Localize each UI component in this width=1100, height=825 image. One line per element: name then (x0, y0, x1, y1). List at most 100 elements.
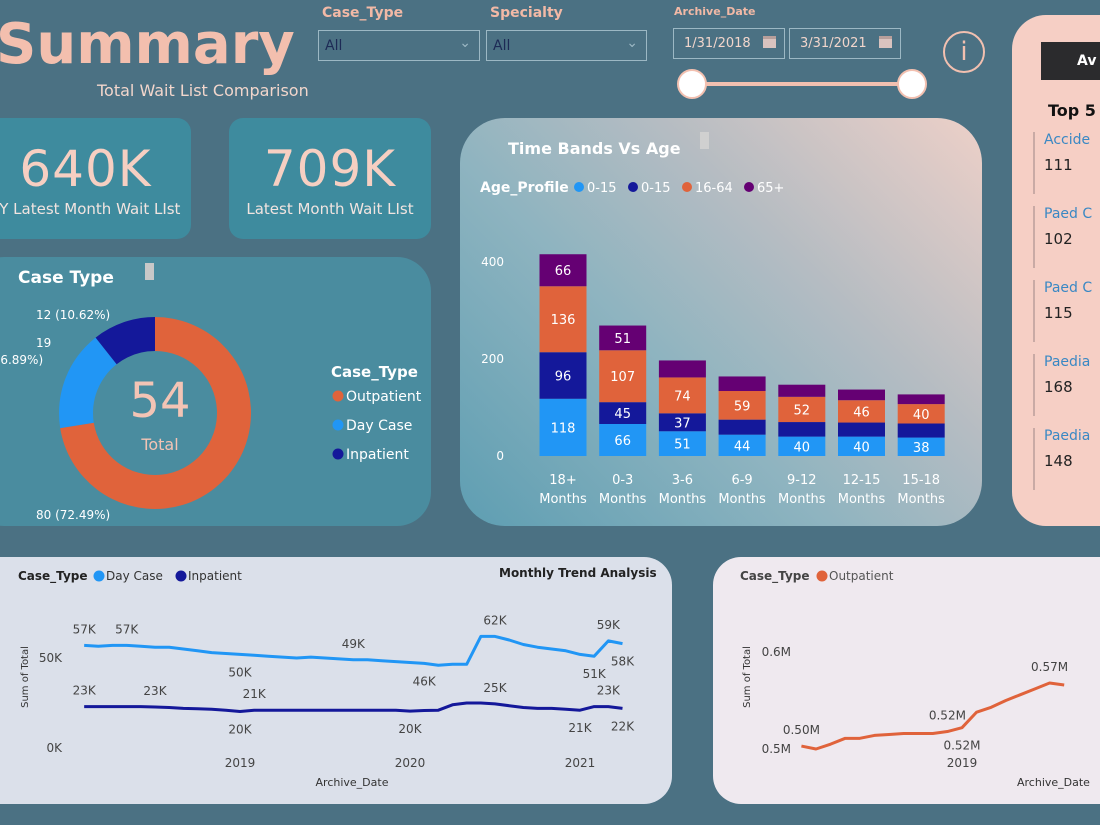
list-item[interactable]: Accide 111 (1033, 132, 1099, 194)
legend-title: Case_Type (740, 569, 810, 584)
bar-segment (778, 384, 826, 397)
list-item[interactable]: Paed C 102 (1033, 206, 1099, 268)
x-tick-label: 2020 (395, 756, 426, 770)
item-name: Paed C (1044, 280, 1093, 296)
bar-segment (539, 352, 587, 399)
bar-segment (599, 350, 647, 403)
data-label: 25K (483, 681, 507, 695)
chart-title: Monthly Trend Analysis (499, 566, 657, 580)
bar-segment (838, 389, 885, 401)
x-tick-label: Months (539, 492, 587, 507)
bar-segment (539, 286, 587, 353)
bar-segment (718, 376, 766, 392)
page-title: Summary (0, 12, 295, 77)
legend-title: Age_Profile (480, 180, 569, 196)
legend-marker (332, 419, 344, 431)
list-item[interactable]: Paedia 168 (1033, 354, 1099, 416)
kpi-card-latest-wait-list: 709K Latest Month Wait LIst (229, 118, 431, 239)
info-icon[interactable]: i (943, 31, 985, 73)
data-label: 59K (597, 618, 621, 632)
item-name: Paedia (1044, 354, 1091, 370)
donut-slice-outpatient (60, 317, 251, 509)
focus-mode-handle[interactable] (145, 263, 154, 280)
x-tick-label: Months (718, 492, 766, 507)
outpatient-trend-line-chart: Case_Type Archive_Date Sum of Total Outp… (740, 569, 1090, 789)
legend-item: Day Case (346, 418, 412, 434)
kpi-value: 709K (263, 140, 397, 198)
line-series-outpatient (801, 681, 1065, 751)
line-series-inpatient (84, 701, 623, 713)
item-value: 111 (1044, 156, 1073, 174)
legend-marker (682, 182, 692, 192)
legend-marker (332, 448, 344, 460)
line-series-day-case (84, 634, 623, 667)
legend-item: 0-15 (587, 181, 617, 196)
case-type-dropdown[interactable]: All ⌄ (318, 30, 480, 61)
data-label: 0.52M (929, 709, 966, 723)
x-tick-label: 15-18 (902, 473, 940, 488)
kpi-label: PY Latest Month Wait LIst (0, 200, 181, 218)
item-name: Accide (1044, 132, 1091, 148)
top5-heading: Top 5 (1048, 101, 1096, 120)
y-axis-title: Sum of Total (20, 646, 31, 708)
legend-item: Day Case (106, 569, 163, 583)
data-label: 0.57M (1031, 660, 1068, 674)
y-tick-label: 200 (481, 352, 504, 366)
data-label: 50K (228, 665, 252, 679)
list-item[interactable]: Paedia 148 (1033, 428, 1099, 490)
x-tick-label: Months (897, 492, 945, 507)
x-tick-label: 9-12 (787, 473, 817, 488)
data-label: 66 (555, 264, 572, 279)
legend-marker (332, 390, 344, 402)
data-label: 57K (73, 622, 97, 636)
data-label: 40 (913, 408, 930, 423)
data-label: 23K (143, 684, 167, 698)
bar-segment (838, 422, 885, 437)
chart-title: Case Type (18, 268, 114, 288)
bar-segment (778, 436, 826, 456)
bar-segment (599, 325, 647, 351)
y-tick-label: 0.5M (762, 742, 791, 756)
top5-toggle-button[interactable]: Av (1041, 42, 1100, 80)
kpi-value: 640K (19, 140, 152, 198)
data-label: 62K (483, 613, 507, 627)
bar-segment (658, 360, 706, 378)
data-label: 136 (551, 313, 576, 328)
end-date-input[interactable]: 3/31/2021 (789, 28, 901, 59)
monthly-trend-card: Monthly Trend Analysis Case_Type Archive… (0, 557, 672, 804)
data-label: 20K (228, 722, 252, 736)
data-label: 57K (115, 622, 139, 636)
donut-slice-inpatient (95, 317, 155, 365)
legend-item: 0-15 (641, 181, 671, 196)
date-range-start-handle[interactable] (677, 69, 707, 99)
start-date-input[interactable]: 1/31/2018 (673, 28, 785, 59)
data-label: 23K (597, 684, 621, 698)
data-label: 19 (36, 336, 51, 350)
bar-segment (778, 396, 826, 423)
calendar-icon[interactable] (879, 36, 892, 48)
top5-list: Accide 111 Paed C 102 Paed C 115 Paedia 168 … (1033, 132, 1099, 490)
x-tick-label: 0-3 (612, 473, 633, 488)
bar-segment (718, 391, 766, 420)
bar-segment (778, 422, 826, 437)
item-value: 148 (1044, 452, 1073, 470)
x-tick-label: Months (599, 492, 647, 507)
data-label: 80 (72.49%) (36, 508, 110, 522)
data-label: 51 (614, 332, 631, 347)
focus-mode-handle[interactable] (700, 132, 709, 149)
time-bands-card: Time Bands Vs Age Age_Profile 0-15 0-15 16… (460, 118, 982, 526)
calendar-icon[interactable] (763, 36, 776, 48)
kpi-label: Latest Month Wait LIst (246, 200, 414, 218)
item-value: 102 (1044, 230, 1073, 248)
x-tick-label: 2019 (225, 756, 256, 770)
end-date-value: 3/31/2021 (800, 36, 867, 51)
item-name: Paed C (1044, 206, 1093, 222)
specialty-dropdown[interactable]: All ⌄ (486, 30, 647, 61)
data-label: 12 (10.62%) (36, 308, 110, 322)
legend-item: 16-64 (695, 181, 733, 196)
date-range-end-handle[interactable] (897, 69, 927, 99)
monthly-trend-line-chart: Monthly Trend Analysis Case_Type Archive… (18, 566, 657, 789)
date-range-track[interactable] (692, 82, 912, 86)
list-item[interactable]: Paed C 115 (1033, 280, 1099, 342)
item-name: Paedia (1044, 428, 1091, 444)
